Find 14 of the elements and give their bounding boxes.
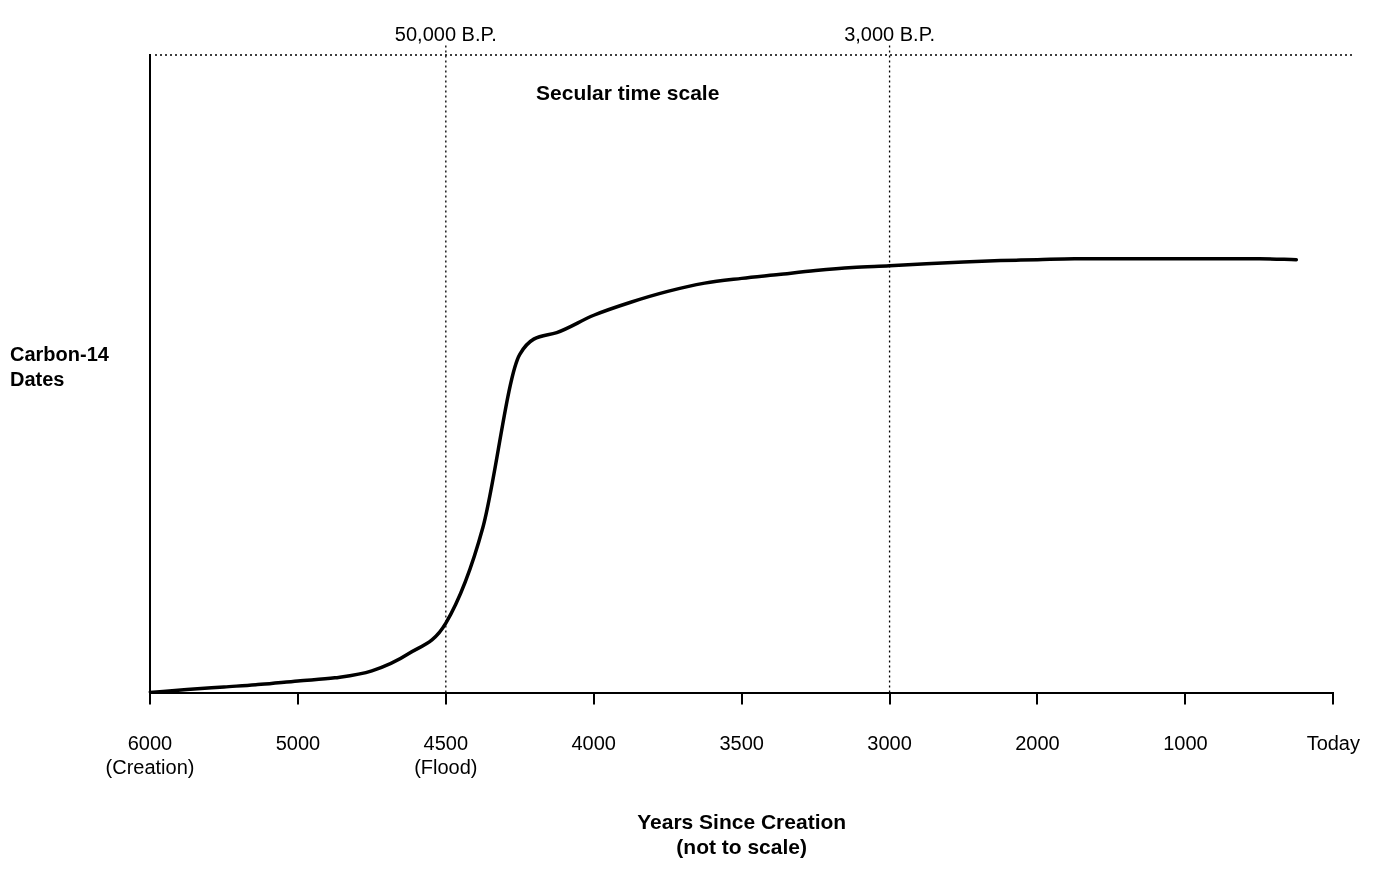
ref-line-label: Secular time scale bbox=[536, 81, 720, 104]
x-axis-title: Years Since Creation (not to scale) bbox=[637, 810, 847, 859]
x-tick-label: 3000 bbox=[867, 732, 912, 755]
x-tick-label: 6000 (Creation) bbox=[105, 732, 195, 779]
ref-line-label: 3,000 B.P. bbox=[844, 23, 935, 45]
x-tick-label: Today bbox=[1306, 732, 1360, 755]
x-tick-label: 5000 bbox=[275, 732, 321, 755]
x-tick-label: 4500 (Flood) bbox=[414, 732, 478, 779]
x-tick-label: 2000 bbox=[1015, 732, 1060, 755]
x-tick-label: 3500 bbox=[719, 732, 764, 755]
y-axis-title: Carbon-14 Dates bbox=[10, 342, 109, 392]
x-tick-label: 4000 bbox=[571, 732, 616, 755]
x-tick-label: 1000 bbox=[1163, 732, 1208, 755]
ref-line-label: 50,000 B.P. bbox=[394, 23, 497, 45]
